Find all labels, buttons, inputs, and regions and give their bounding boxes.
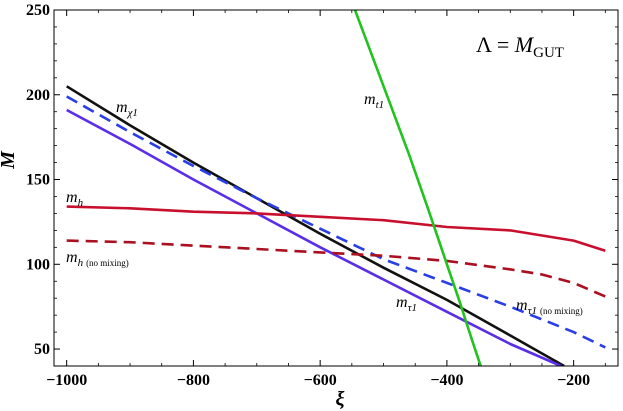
series-line-m_chi1 (66, 85, 565, 366)
series-label-m_chi1: mχ1 (116, 99, 138, 119)
x-tick-label: −1000 (46, 372, 87, 389)
corner-label-m: M (514, 32, 535, 57)
corner-label: Λ = MGUT (476, 32, 564, 61)
y-tick-label: 200 (26, 87, 50, 104)
x-tick-label: −600 (304, 372, 337, 389)
series-label-m_t1: mt1 (364, 91, 384, 111)
series-labels: mχ1 mτ1 mh mh (no mixing) mt1 mτ1 (no mixing) (66, 91, 583, 317)
series-label-m_tau1: mτ1 (396, 294, 417, 314)
y-axis-ticks: 50 100 150 200 250 (26, 2, 618, 358)
y-tick-label: 100 (26, 256, 50, 273)
y-axis-label: M (0, 150, 19, 170)
x-tick-label: −800 (177, 372, 210, 389)
series-lines (66, 10, 606, 366)
series-label-m_tau1_nomix: mτ1 (no mixing) (516, 297, 583, 317)
plot-frame (53, 9, 619, 367)
series-label-m_h: mh (66, 189, 84, 209)
y-tick-label: 50 (34, 341, 50, 358)
x-tick-label: −200 (557, 372, 590, 389)
y-tick-label: 150 (26, 172, 50, 189)
x-tick-label: −400 (430, 372, 463, 389)
x-axis-label: ξ (336, 388, 345, 410)
series-line-m_h_nomix (66, 239, 606, 298)
x-axis-ticks: −1000 −800 −600 −400 −200 (46, 10, 606, 389)
series-line-m_t1 (353, 10, 483, 366)
y-tick-label: 250 (26, 2, 50, 19)
corner-label-lhs: Λ = (476, 32, 515, 57)
series-label-m_h_nomix: mh (no mixing) (66, 249, 129, 269)
series-line-m_h (66, 205, 606, 252)
series-line-m_tau1 (66, 108, 562, 366)
corner-label-sub: GUT (533, 45, 564, 61)
